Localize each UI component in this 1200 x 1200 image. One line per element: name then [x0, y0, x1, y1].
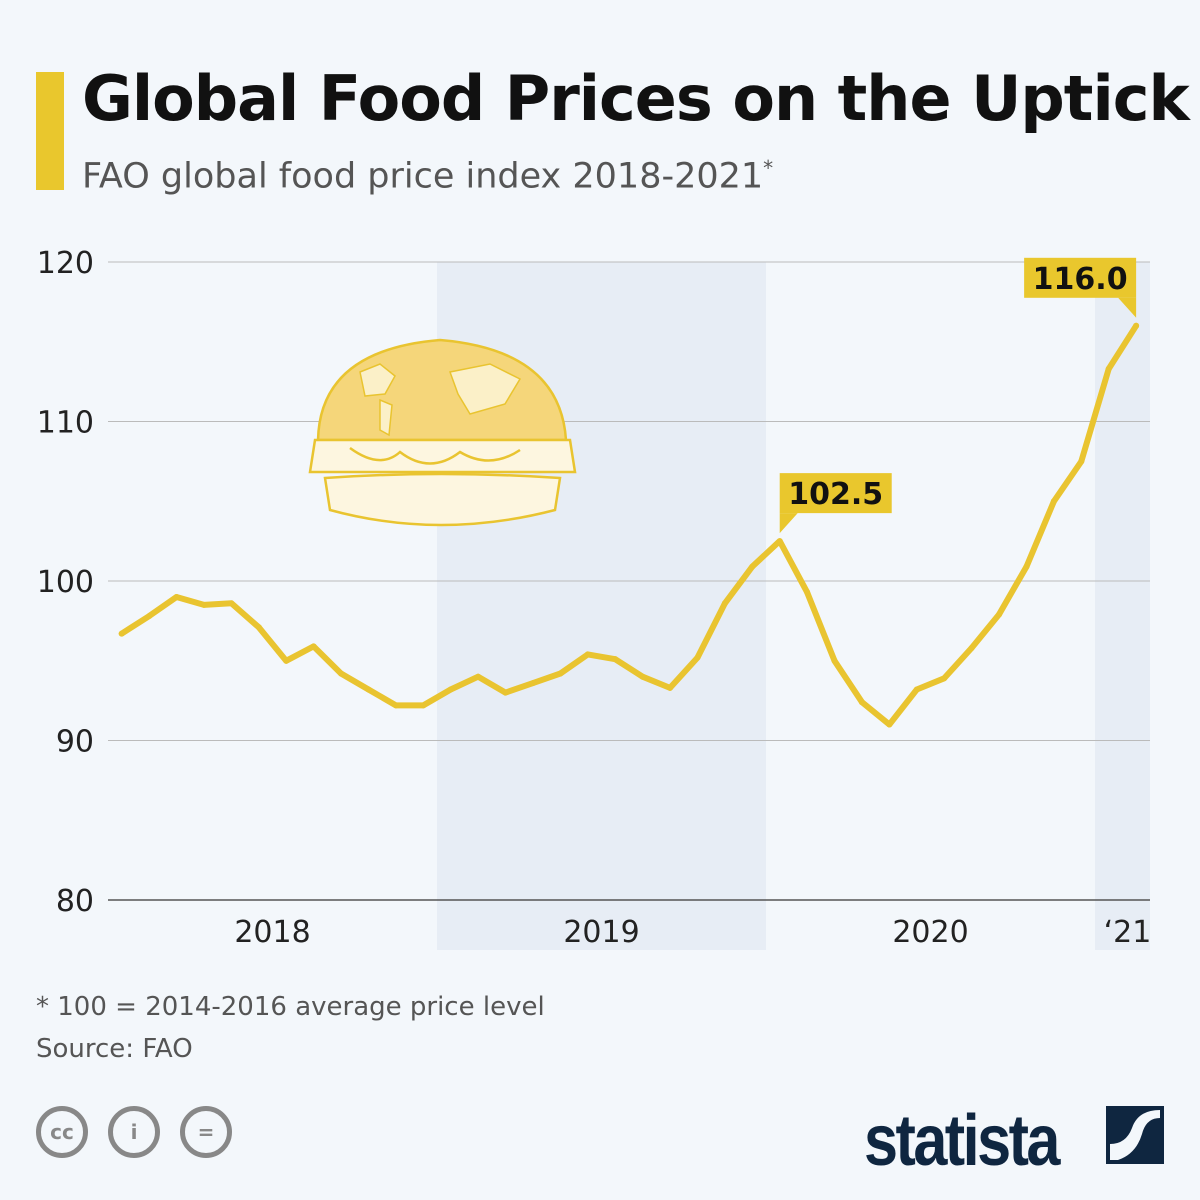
attribution-icon[interactable]: i — [108, 1106, 160, 1158]
data-point — [392, 702, 399, 709]
data-point — [502, 689, 509, 696]
data-point — [1023, 563, 1030, 570]
year-band-2021 — [1095, 262, 1150, 950]
globe-burger-illustration — [308, 338, 577, 527]
data-point — [173, 593, 180, 600]
data-point — [694, 654, 701, 661]
data-point — [996, 611, 1003, 618]
data-point — [639, 673, 646, 680]
data-point — [584, 651, 591, 658]
subtitle-text: FAO global food price index 2018-2021 — [82, 156, 764, 197]
data-point — [1050, 498, 1057, 505]
data-label-pointer — [1118, 297, 1137, 318]
data-point — [529, 680, 536, 687]
data-point — [913, 686, 920, 693]
data-point — [804, 589, 811, 596]
data-point — [721, 600, 728, 607]
data-point — [146, 613, 153, 620]
no-derivatives-icon[interactable]: = — [180, 1106, 232, 1158]
y-tick-label: 90 — [56, 725, 94, 760]
data-point — [365, 686, 372, 693]
y-tick-label: 80 — [56, 884, 94, 919]
x-tick-label: 2019 — [563, 915, 639, 950]
data-point — [310, 643, 317, 650]
x-tick-label: 2018 — [234, 915, 310, 950]
data-point — [255, 624, 262, 631]
x-tick-label: 2020 — [892, 915, 968, 950]
data-point — [338, 670, 345, 677]
data-point — [612, 656, 619, 663]
title-accent-bar — [36, 72, 64, 190]
footnote: * 100 = 2014-2016 average price level — [36, 992, 545, 1022]
y-tick-label: 120 — [37, 246, 94, 281]
data-point — [941, 675, 948, 682]
data-point — [667, 684, 674, 691]
data-point — [968, 644, 975, 651]
chart-title: Global Food Prices on the Uptick — [82, 62, 1190, 135]
data-label-text: 102.5 — [788, 477, 883, 512]
data-point — [447, 686, 454, 693]
data-point — [475, 673, 482, 680]
statista-logo[interactable]: statista — [864, 1101, 1060, 1181]
y-tick-label: 100 — [37, 565, 94, 600]
data-point — [1133, 322, 1140, 329]
data-label: 102.5 — [779, 473, 892, 534]
line-chart: 80 90 100 110 120 2018 2019 2020 ‘21 102.5 116.0 — [37, 246, 1152, 950]
data-point — [1078, 458, 1085, 465]
data-label: 116.0 — [1024, 257, 1137, 318]
data-point — [776, 538, 783, 545]
data-label-pointer — [779, 513, 798, 534]
data-point — [1105, 365, 1112, 372]
cc-icon[interactable]: cc — [36, 1106, 88, 1158]
data-point — [228, 600, 235, 607]
statista-logo-mark-icon — [1106, 1106, 1164, 1164]
data-point — [557, 670, 564, 677]
data-label-text: 116.0 — [1033, 262, 1128, 297]
chart-subtitle: FAO global food price index 2018-2021* — [82, 156, 773, 197]
data-point — [749, 563, 756, 570]
data-point — [858, 699, 865, 706]
data-label-box — [779, 473, 892, 514]
data-point — [420, 702, 427, 709]
y-tick-label: 110 — [37, 406, 94, 441]
series-line — [118, 322, 1140, 728]
data-label-box — [1024, 257, 1137, 298]
data-point — [200, 601, 207, 608]
subtitle-marker: * — [763, 156, 774, 180]
data-point — [831, 657, 838, 664]
data-point — [886, 721, 893, 728]
data-point — [118, 630, 125, 637]
source-note: Source: FAO — [36, 1034, 193, 1064]
data-point — [283, 657, 290, 664]
x-tick-label: ‘21 — [1104, 915, 1152, 950]
